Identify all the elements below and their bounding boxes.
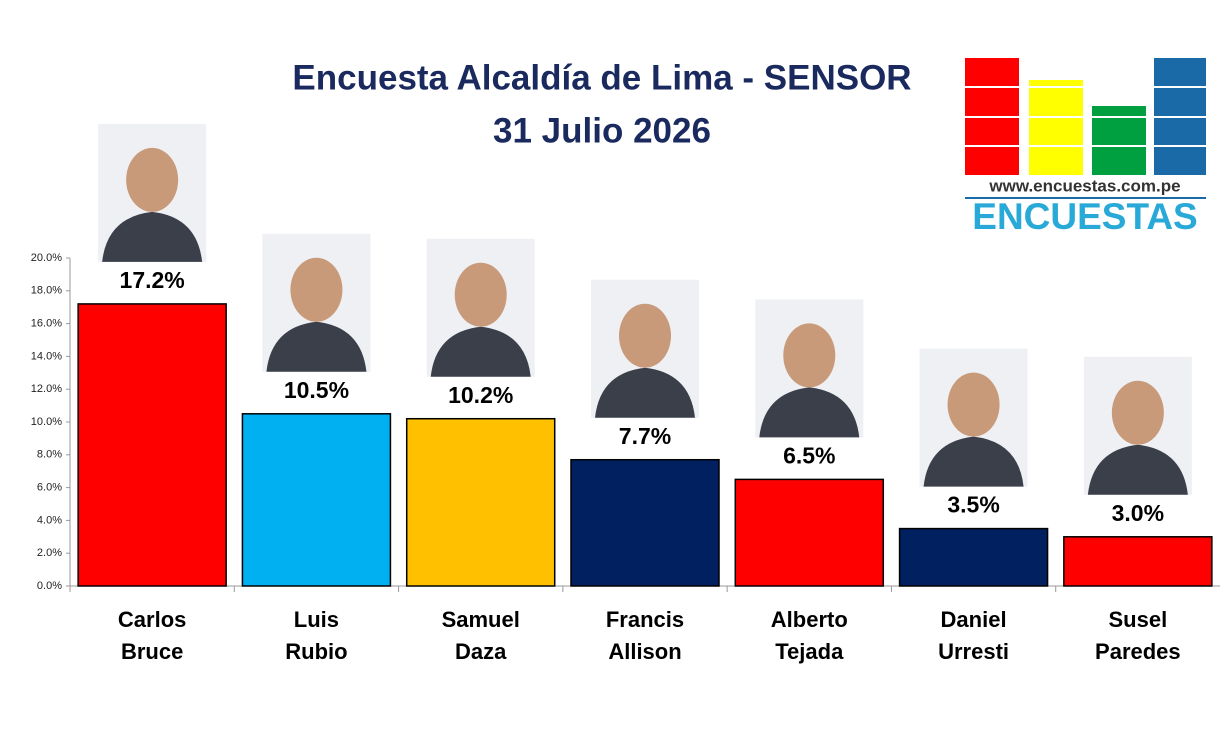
photo-head [1111, 380, 1164, 445]
y-tick-label: 8.0% [37, 449, 62, 461]
chart-title: Encuesta Alcaldía de Lima - SENSOR [292, 58, 911, 97]
photo-head [454, 262, 507, 327]
photo-head [619, 303, 671, 368]
y-tick-label: 12.0% [31, 383, 62, 395]
y-tick-label: 0.0% [37, 580, 62, 592]
value-label: 10.5% [284, 377, 349, 403]
photo-head [947, 372, 1000, 437]
y-tick-label: 10.0% [31, 416, 62, 428]
photo-body [266, 321, 367, 372]
x-tick-label: Carlos Bruce [117, 607, 187, 664]
value-label: 17.2% [120, 267, 185, 293]
logo-name: ENCUESTAS [972, 196, 1197, 237]
photo-body [595, 367, 695, 418]
logo-graphic [965, 58, 1206, 199]
photo-head [783, 323, 836, 388]
photo-body [430, 326, 531, 377]
value-label: 7.7% [619, 423, 671, 449]
y-tick-label: 20.0% [31, 252, 62, 264]
bar [241, 413, 392, 587]
x-tick-label: Luis Rubio [285, 607, 348, 664]
x-tick-label: Daniel Urresti [938, 607, 1010, 664]
photo-body [1087, 444, 1188, 495]
bar [405, 417, 556, 587]
y-tick-label: 16.0% [31, 318, 62, 330]
value-label: 3.5% [947, 492, 999, 518]
photo-body [759, 387, 860, 438]
bar [898, 527, 1049, 587]
photo-head [126, 147, 179, 212]
chart-subtitle: 31 Julio 2026 [493, 111, 711, 150]
y-tick-label: 6.0% [37, 482, 62, 494]
bar [570, 458, 720, 587]
logo-url: www.encuestas.com.pe [988, 176, 1180, 195]
y-tick-label: 2.0% [37, 547, 62, 559]
bar [734, 478, 885, 587]
y-tick-label: 4.0% [37, 514, 62, 526]
photo-body [923, 436, 1024, 487]
value-label: 3.0% [1112, 500, 1164, 526]
value-label: 10.2% [448, 382, 513, 408]
x-tick-label: Susel Paredes [1095, 607, 1181, 664]
x-tick-label: Samuel Daza [441, 607, 520, 664]
value-label: 6.5% [783, 442, 835, 468]
x-tick-label: Francis Allison [605, 607, 685, 664]
bar [1063, 536, 1213, 587]
photo-body [102, 211, 203, 262]
bar [77, 303, 227, 587]
y-tick-label: 14.0% [31, 350, 62, 362]
x-tick-label: Alberto Tejada [770, 607, 848, 664]
photo-head [290, 257, 343, 322]
y-tick-label: 18.0% [31, 285, 62, 297]
